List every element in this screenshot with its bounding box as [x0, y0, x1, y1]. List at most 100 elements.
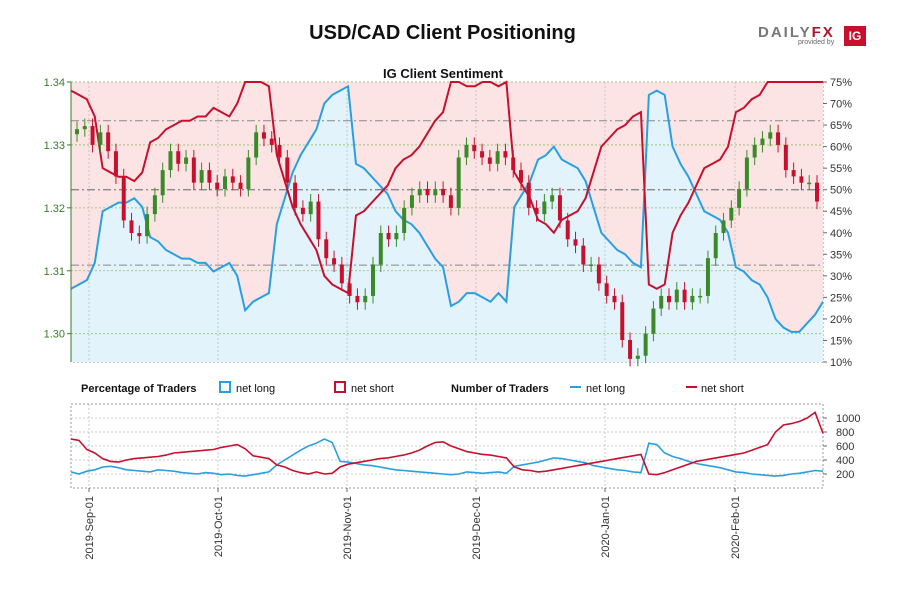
legend-num-title: Number of Traders — [451, 383, 549, 395]
price-candle — [152, 187, 157, 222]
price-candle — [238, 175, 243, 197]
price-candle — [456, 149, 461, 216]
price-candle — [433, 181, 438, 203]
percent-tick-label: 45% — [830, 206, 852, 218]
price-candle — [495, 143, 500, 172]
count-axis: 200 400 600 800 1000 — [823, 413, 860, 481]
percent-tick-label: 20% — [830, 314, 852, 326]
price-candle — [783, 137, 788, 178]
price-candle — [589, 256, 594, 273]
percent-tick-label: 35% — [830, 249, 852, 261]
price-candle — [448, 187, 453, 216]
price-candle — [526, 175, 531, 216]
price-candle — [690, 288, 695, 310]
percent-tick-label: 25% — [830, 292, 852, 304]
legend-pct-long-swatch — [219, 381, 231, 393]
price-candle — [698, 288, 703, 304]
price-candle — [378, 225, 383, 273]
net-long-count-line — [70, 438, 824, 477]
price-candle — [534, 200, 539, 222]
percent-tick-label: 40% — [830, 228, 852, 240]
price-candle — [487, 149, 492, 172]
price-candle — [223, 168, 227, 197]
price-candle — [425, 181, 430, 203]
price-candle — [565, 212, 570, 247]
price-candle — [106, 124, 111, 159]
price-candle — [355, 288, 360, 310]
price-candle — [261, 124, 266, 147]
price-candle — [744, 149, 749, 197]
price-candle — [347, 275, 352, 304]
price-candle — [409, 187, 414, 216]
price-candle — [293, 175, 298, 216]
percent-tick-label: 75% — [830, 77, 852, 89]
price-candle — [768, 124, 773, 147]
price-candle — [191, 149, 196, 191]
price-candle — [121, 168, 126, 228]
price-candle — [137, 225, 142, 244]
price-candle — [737, 181, 742, 216]
percent-tick-label: 70% — [830, 99, 852, 111]
count-tick-label: 800 — [836, 427, 854, 439]
long-area — [71, 86, 823, 363]
price-candle — [659, 288, 664, 317]
price-candle — [550, 187, 555, 210]
price-candle — [674, 282, 679, 310]
date-axis: 2019-Sep-01 2019-Oct-01 2019-Nov-01 2019-De… — [84, 488, 742, 560]
price-candle — [682, 282, 687, 310]
price-candle — [207, 162, 212, 191]
legend-pct-short: net short — [351, 383, 394, 395]
price-candle — [246, 149, 251, 197]
price-candle — [277, 137, 282, 166]
price-candle — [635, 348, 640, 367]
price-candle — [799, 168, 804, 191]
legend-pct-title: Percentage of Traders — [81, 383, 197, 395]
legend-num-short: net short — [701, 383, 744, 395]
price-candle — [628, 332, 633, 367]
price-candle — [363, 288, 368, 310]
price-candle — [620, 294, 625, 348]
dailyfx-logo: DAILYFX provided by IG — [758, 24, 868, 50]
count-tick-label: 600 — [836, 441, 854, 453]
price-tick-label: 1.32 — [44, 203, 65, 215]
price-candle — [542, 194, 547, 222]
price-candle — [386, 225, 391, 247]
price-candle — [815, 175, 819, 210]
legend-num-long: net long — [586, 383, 625, 395]
percent-tick-label: 60% — [830, 142, 852, 154]
logo-tagline: provided by — [798, 39, 835, 46]
price-candle — [168, 143, 173, 178]
net-short-count-line — [70, 411, 824, 476]
price-candle — [199, 162, 204, 191]
price-candle — [254, 124, 259, 166]
trader-count-lines — [70, 411, 824, 477]
price-candle — [519, 162, 523, 191]
price-candle — [807, 175, 812, 191]
sentiment-lines — [70, 80, 824, 333]
price-candle — [230, 168, 235, 191]
price-candle — [760, 131, 765, 153]
price-candle — [394, 225, 399, 247]
price-candle — [402, 200, 407, 241]
chart-title: USD/CAD Client Positioning — [309, 22, 576, 44]
count-tick-label: 200 — [836, 469, 854, 481]
price-candle — [752, 137, 757, 166]
price-candle — [145, 206, 150, 244]
price-candle — [113, 143, 118, 184]
price-candle — [729, 200, 734, 228]
date-tick-label: 2019-Nov-01 — [342, 496, 354, 560]
legend-pct-long: net long — [236, 383, 275, 395]
logo-wordmark: DAILYFX — [758, 24, 835, 41]
net-long-pct-line — [70, 84, 824, 333]
price-candle — [300, 200, 305, 222]
price-candle — [324, 231, 329, 266]
trader-count-panel: 200 400 600 800 1000 — [70, 403, 860, 489]
grid-lines — [71, 81, 823, 362]
date-tick-label: 2019-Dec-01 — [471, 496, 483, 560]
date-tick-label: 2020-Feb-01 — [730, 496, 742, 559]
price-candle — [90, 118, 95, 153]
date-tick-label: 2019-Sep-01 — [84, 496, 96, 560]
price-candle — [285, 149, 290, 191]
percent-tick-label: 30% — [830, 271, 852, 283]
percent-tick-label: 50% — [830, 185, 852, 197]
